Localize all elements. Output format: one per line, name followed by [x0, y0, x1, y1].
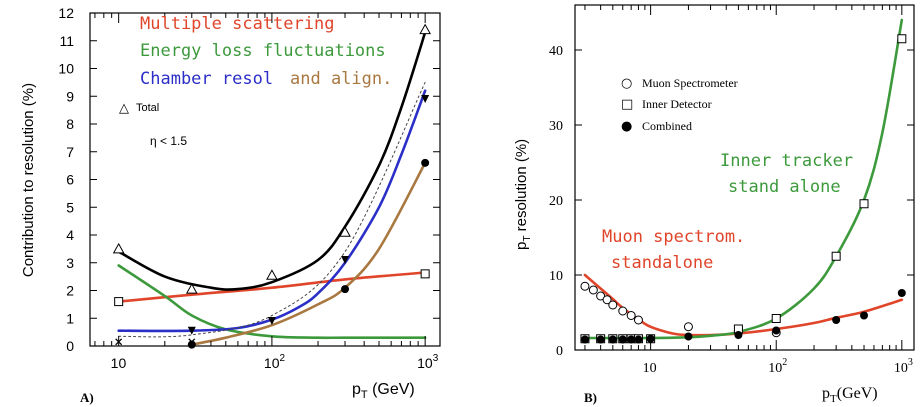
- data-point-2: [860, 311, 869, 320]
- data-point-4: [266, 269, 278, 280]
- y-tick-label: 10: [549, 269, 563, 284]
- legend-total: Total: [136, 102, 159, 114]
- y-tick-label: 0: [556, 344, 563, 359]
- y-tick-label: 2: [66, 283, 74, 299]
- annotation-muon-spectrom: Muon spectrom. standalone: [602, 227, 756, 273]
- y-tick-label: 0: [66, 338, 74, 354]
- x-tick-label: 103: [417, 353, 439, 371]
- panel-b-label: B): [584, 390, 597, 405]
- data-point-1: [859, 199, 869, 209]
- data-point-4: [112, 242, 125, 254]
- data-point-2: [618, 335, 627, 344]
- x-tick-label: 10: [643, 361, 657, 376]
- x-tick-label: 103: [894, 357, 913, 376]
- y-tick-label: 4: [66, 227, 74, 243]
- legend-alignment: and align.: [290, 69, 392, 89]
- series-line-0: [583, 273, 904, 337]
- y-tick-label: 10: [58, 61, 74, 77]
- data-point-0: [588, 285, 598, 295]
- data-point-0: [420, 269, 430, 279]
- y-tick-label: 9: [66, 88, 74, 104]
- y-tick-label: 7: [66, 144, 74, 160]
- y-tick-label: 1: [66, 310, 74, 326]
- data-point-0: [618, 306, 628, 316]
- data-point-0: [114, 297, 124, 307]
- annotation-inner-tracker: Inner tracker stand alone: [720, 151, 863, 197]
- panel-b-legend: ○ Muon Spectrometer □ Inner Detector ● C…: [621, 76, 738, 134]
- series-line-1: [117, 264, 427, 340]
- data-point-0: [608, 300, 618, 310]
- data-point-3: [421, 158, 430, 167]
- data-point-2: [267, 317, 276, 326]
- legend-chamber-resol: Chamber resol: [140, 69, 273, 89]
- data-point-2: [187, 326, 196, 335]
- panel-a-frame: [89, 12, 441, 347]
- data-point-2: [634, 335, 643, 344]
- panel-a-label: A): [80, 390, 94, 405]
- panel-b-y-axis-label: pT resolution (%): [513, 139, 533, 250]
- data-point-0: [626, 311, 636, 320]
- data-point-4: [339, 226, 351, 237]
- open-circle-icon: ○: [621, 76, 632, 91]
- y-tick-label: 6: [66, 172, 74, 188]
- data-point-0: [683, 322, 693, 332]
- y-tick-label: 11: [59, 33, 74, 49]
- data-point-0: [633, 315, 643, 325]
- data-point-2: [341, 255, 350, 264]
- y-tick-label: 3: [66, 255, 74, 271]
- panel-b-x-axis-label: pT(GeV): [822, 385, 878, 405]
- total-triangle-icon: △: [119, 101, 129, 116]
- data-point-2: [684, 332, 693, 341]
- data-point-1: [771, 314, 781, 323]
- legend-multiple-scattering: Multiple scattering: [140, 14, 334, 34]
- data-point-0: [602, 295, 612, 305]
- y-tick-label: 40: [549, 44, 563, 59]
- data-point-2: [608, 335, 617, 344]
- data-point-2: [421, 95, 430, 104]
- open-square-icon: □: [621, 97, 633, 112]
- x-tick-label: 102: [264, 353, 286, 371]
- data-point-0: [580, 281, 590, 291]
- series-line-4: [117, 31, 427, 291]
- y-tick-label: 12: [58, 5, 74, 21]
- data-point-4: [419, 23, 431, 35]
- data-point-1: [897, 34, 907, 44]
- panel-a-x-axis-label: pT (GeV): [352, 381, 415, 401]
- data-point-3: [341, 285, 350, 294]
- panel-b: 0 10 20 30 40 10 102 103 pT resolution (%) pT(G…: [513, 4, 915, 405]
- y-tick-label: 8: [66, 116, 74, 132]
- series-line-5: [118, 81, 426, 338]
- x-tick-label: 102: [768, 357, 787, 376]
- data-point-2: [627, 335, 636, 344]
- data-point-2: [832, 316, 841, 324]
- legend-inner-detector: Inner Detector: [642, 97, 712, 111]
- legend-energy-loss: Energy loss fluctuations: [140, 41, 386, 61]
- filled-circle-icon: ●: [621, 119, 632, 134]
- legend-combined: Combined: [642, 119, 692, 133]
- data-point-2: [646, 334, 655, 343]
- x-tick-label: 10: [111, 355, 127, 371]
- data-point-2: [596, 335, 605, 344]
- data-point-4: [185, 283, 198, 294]
- data-point-2: [772, 326, 781, 335]
- data-point-2: [734, 331, 743, 339]
- panel-a-legend: Multiple scattering Energy loss fluctuat…: [119, 14, 392, 148]
- legend-muon-spectrometer: Muon Spectrometer: [642, 76, 738, 90]
- y-tick-label: 30: [549, 119, 563, 134]
- y-tick-label: 5: [66, 199, 74, 215]
- data-point-2: [580, 335, 589, 344]
- series-line-3: [190, 161, 427, 346]
- data-point-1: [831, 251, 841, 261]
- panel-b-frame: [574, 4, 915, 351]
- eta-annotation: η < 1.5: [150, 134, 187, 148]
- panel-a-y-axis-label: Contribution to resolution (%): [20, 83, 37, 277]
- data-point-2: [897, 289, 906, 297]
- series-line-2: [117, 89, 427, 333]
- y-tick-label: 20: [549, 194, 563, 209]
